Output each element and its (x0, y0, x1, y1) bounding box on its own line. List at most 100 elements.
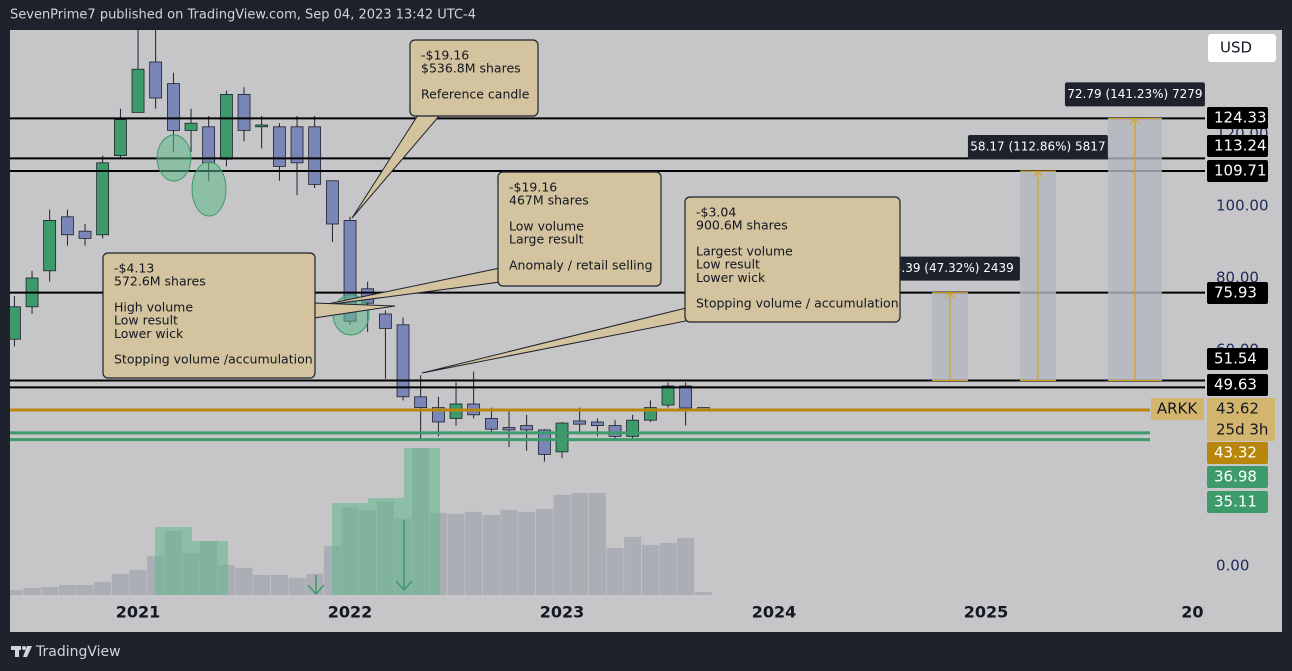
price-label-bg (1207, 442, 1268, 464)
candle-body (502, 426, 516, 431)
x-tick-label: 2024 (752, 603, 797, 622)
candle-body (255, 124, 269, 128)
volume-bar (76, 585, 94, 595)
x-tick-label: 2023 (540, 603, 585, 622)
candle-body (573, 420, 587, 425)
callout-text: Reference candle (421, 86, 530, 101)
currency-button[interactable] (1208, 34, 1276, 62)
price-label-bg (1207, 466, 1268, 488)
callout-text: Low result (114, 313, 178, 328)
measure-label: 24.39 (47.32%) 2439 (886, 261, 1014, 275)
candle-body (61, 216, 74, 236)
callout-text: Lower wick (114, 326, 184, 341)
candle-body (96, 162, 110, 236)
callout-text: $536.8M shares (421, 61, 521, 76)
candle-body (679, 385, 693, 409)
plot-area: 24.39 (47.32%) 2439 58.17 (112.86%) 5817 7… (10, 30, 1205, 596)
callout-text: 900.6M shares (696, 218, 788, 233)
callout-box (102, 252, 316, 379)
price-label-bg (1207, 107, 1268, 129)
price-scale: 0.0060.0080.00100.00120.00124.33113.2410… (1151, 107, 1275, 574)
time-axis: 2021 2022 2023 2024 2025 202 (116, 598, 1282, 631)
callout-text: -$19.16 (509, 180, 557, 195)
volume-bar (588, 492, 606, 595)
last-price: 43.62 (1216, 400, 1259, 418)
candle-body (167, 83, 180, 131)
price-label-bg (1207, 491, 1268, 513)
volume-bar (111, 573, 129, 595)
candle-body (379, 313, 392, 329)
candle-body (131, 68, 145, 113)
last-price-bg (1207, 398, 1275, 441)
highlight-ellipse (156, 134, 192, 182)
price-label: 124.33 (1214, 109, 1267, 127)
candle-body (414, 396, 428, 408)
callout-text: -$4.13 (114, 261, 154, 276)
price-label: 49.63 (1214, 376, 1257, 394)
volume-bar (659, 542, 677, 595)
volume-bar (553, 494, 571, 595)
y-tick-label: 0.00 (1216, 556, 1249, 574)
callout-text: Lower wick (696, 270, 766, 285)
candle-body (520, 425, 534, 431)
volume-bar (465, 511, 483, 595)
logo-part (23, 646, 32, 657)
volume-bar (10, 590, 23, 595)
price-label: 113.24 (1214, 137, 1267, 155)
highlight (332, 503, 368, 595)
publish-header: SevenPrime7 published on TradingView.com… (10, 8, 476, 23)
currency-label[interactable]: USD (1220, 39, 1252, 57)
highlight (155, 527, 192, 595)
candle-body (114, 119, 127, 156)
y-tick-label: 80.00 (1216, 268, 1259, 286)
price-label-bg (1207, 348, 1268, 370)
candle-body (326, 180, 339, 225)
candle-body (237, 94, 251, 131)
candle-body (290, 126, 304, 164)
volume-bar (518, 511, 536, 595)
volume-bar (606, 547, 624, 595)
callout-box (497, 171, 662, 287)
price-label-bg (1207, 282, 1268, 304)
candle-body (78, 230, 92, 239)
callout-text: Low volume (509, 218, 584, 233)
highlight (404, 448, 440, 595)
candle-body (308, 126, 322, 185)
candle-body (485, 417, 498, 430)
callout-text: High volume (114, 299, 193, 314)
logo-part (22, 646, 26, 650)
x-tick-label: 2021 (116, 603, 161, 622)
measurements: 24.39 (47.32%) 2439 58.17 (112.86%) 5817 7… (879, 82, 1205, 381)
volume-bar (641, 544, 659, 595)
arrow (307, 575, 325, 596)
volume-bar (58, 585, 76, 595)
callout-box (684, 196, 901, 323)
volume-bar (23, 587, 41, 595)
candle-body (608, 425, 622, 437)
volume-bar (235, 567, 253, 595)
volume-arrows (307, 520, 413, 596)
candle-body (184, 122, 198, 131)
x-tick-label: 2022 (328, 603, 373, 622)
bar-countdown: 25d 3h (1216, 421, 1268, 439)
price-label: 36.98 (1214, 468, 1257, 486)
callout-text: Anomaly / retail selling (509, 257, 653, 272)
candle-body (661, 385, 675, 406)
y-tick-label: 100.00 (1216, 196, 1269, 214)
ticker-tag-bg (1151, 398, 1204, 420)
callout-text: -$3.04 (696, 205, 736, 220)
volume-bar (447, 513, 465, 595)
volume-bar (677, 538, 695, 595)
price-label: 35.11 (1214, 493, 1257, 511)
volume-bar (41, 587, 59, 595)
measure-label: 58.17 (112.86%) 5817 (970, 140, 1105, 154)
volume-bar (535, 508, 553, 595)
callout-text: Low result (696, 257, 760, 272)
candle-body (555, 422, 569, 453)
callout-box (409, 39, 539, 117)
candle-body (10, 306, 21, 340)
volume-bar (288, 578, 306, 595)
price-label: 43.32 (1214, 444, 1257, 462)
